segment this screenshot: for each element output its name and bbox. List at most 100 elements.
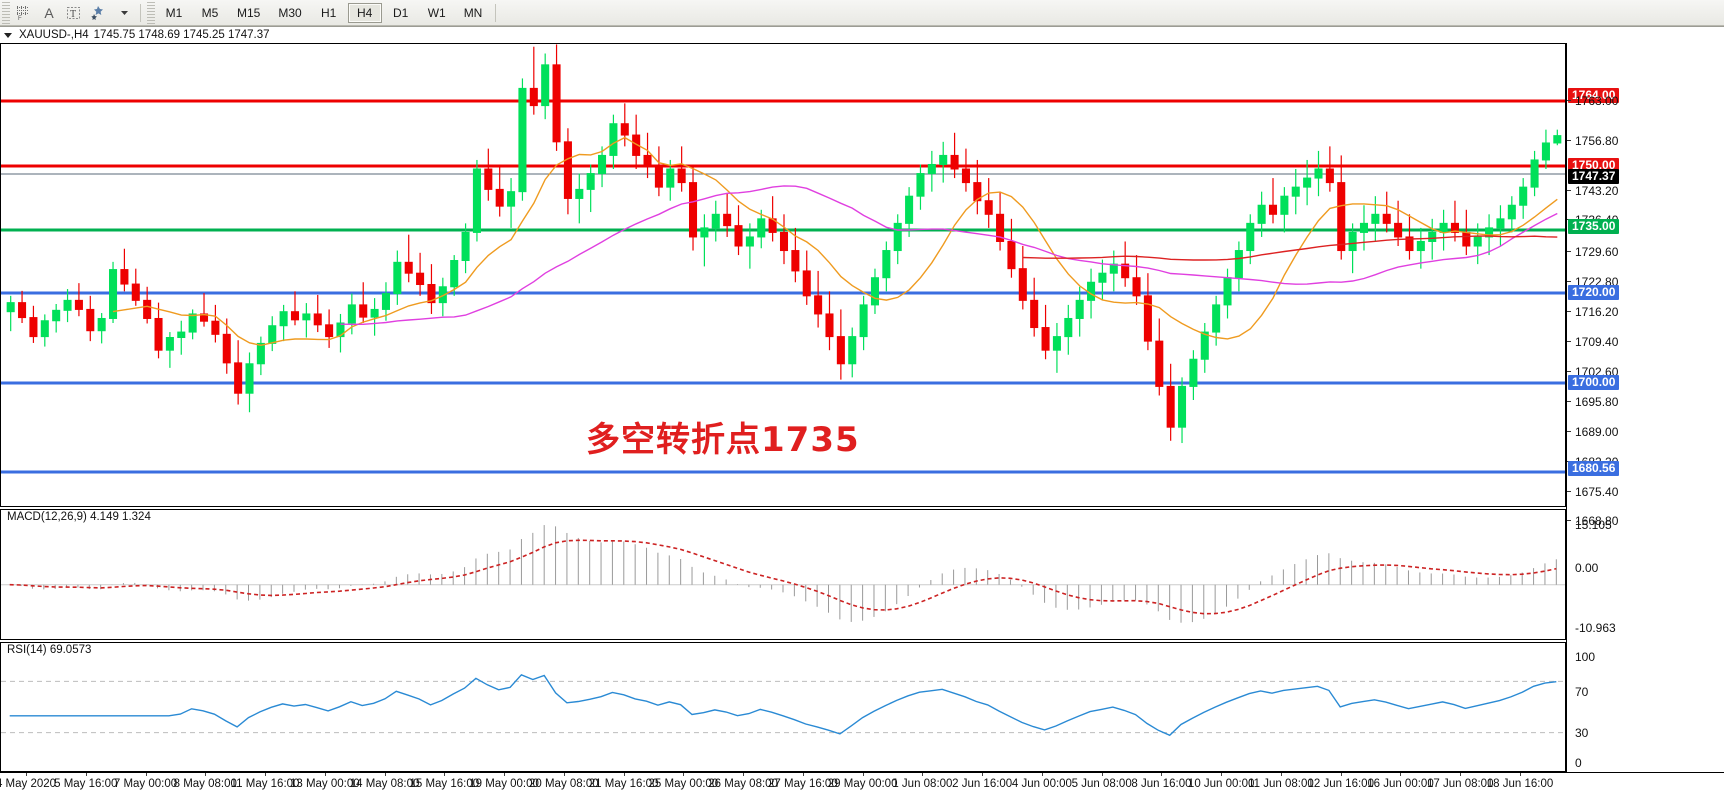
candle-body	[1143, 295, 1152, 342]
candle-body	[825, 313, 834, 338]
objects-icon[interactable]	[86, 2, 112, 24]
time-tick-mark	[1340, 773, 1342, 776]
rsi-pane[interactable]: RSI(14) 69.0573	[0, 642, 1566, 772]
candle-body	[620, 123, 629, 136]
candle-body	[927, 163, 936, 175]
candle-body	[1087, 281, 1096, 301]
price-label-1720-00[interactable]: 1720.00	[1568, 285, 1620, 300]
timeframe-button-h1[interactable]: H1	[312, 3, 346, 23]
time-axis-label: 7 May 00:00	[113, 778, 178, 790]
tick-dash-icon	[1567, 190, 1571, 192]
candle-body	[1553, 135, 1562, 144]
candle-body	[950, 154, 959, 170]
price-label-1764-00[interactable]: 1764.00	[1568, 88, 1620, 103]
price-tick-label: 1743.20	[1575, 183, 1619, 198]
time-axis-label: 16 Jun 00:00	[1367, 778, 1434, 790]
time-axis-label: 19 May 00:00	[469, 778, 539, 790]
svg-text:T: T	[70, 9, 76, 20]
price-tick-label: 1689.00	[1575, 424, 1619, 439]
candle-body	[1075, 299, 1084, 319]
time-tick-mark	[504, 773, 506, 776]
rsi-plot[interactable]	[1, 643, 1565, 771]
candle-body	[131, 283, 140, 301]
price-tick-label: 1675.40	[1575, 484, 1619, 499]
tick-dash-icon	[1567, 431, 1571, 433]
candle-body	[211, 320, 220, 335]
rsi-line	[9, 673, 1557, 737]
price-tick: 1722.80	[1567, 275, 1618, 288]
tick-dash-icon	[1567, 311, 1571, 313]
timeframe-button-mn[interactable]: MN	[456, 3, 491, 23]
timeframe-button-w1[interactable]: W1	[420, 3, 454, 23]
time-axis-label: 13 May 00:00	[289, 778, 360, 790]
timeframe-toolbar-grip[interactable]	[147, 1, 155, 24]
toolbar-grip[interactable]	[2, 1, 10, 24]
candle-body	[791, 250, 800, 272]
crosshair-grid-icon[interactable]: F	[11, 2, 37, 24]
timeframe-label: H1	[321, 5, 337, 20]
candle-body	[1416, 240, 1425, 252]
macd-plot[interactable]	[1, 510, 1565, 639]
price-label-1735-00[interactable]: 1735.00	[1568, 219, 1620, 234]
price-tick-label: 1763.00	[1575, 93, 1619, 108]
macd-tick-label: 0.00	[1575, 561, 1599, 575]
price-pane[interactable]: 多空转折点1735	[0, 43, 1566, 507]
candle-body	[836, 336, 845, 365]
time-axis-label: 5 Jun 08:00	[1071, 778, 1132, 790]
time-axis-label: 2 Jun 16:00	[952, 778, 1013, 790]
time-axis[interactable]: 4 May 2020 5 May 16:00 7 May 00:00 8 May 08…	[0, 772, 1724, 793]
text-box-icon[interactable]: T	[61, 2, 86, 24]
candle-body	[1496, 218, 1505, 229]
dropdown-arrow-icon[interactable]	[112, 2, 136, 24]
candle-body	[1052, 336, 1061, 351]
timeframe-button-m5[interactable]: M5	[193, 3, 227, 23]
candle-body	[1519, 186, 1528, 206]
time-tick-mark	[1221, 773, 1223, 776]
time-axis-label: 11 Jun 08:00	[1248, 778, 1314, 790]
candle-body	[700, 227, 709, 238]
candle-body	[393, 261, 402, 295]
candle-body	[120, 269, 129, 285]
candle-body	[1530, 159, 1539, 188]
macd-pane[interactable]: MACD(12,26,9) 4.149 1.324	[0, 509, 1566, 640]
timeframe-button-m30[interactable]: M30	[270, 3, 309, 23]
candle-body	[1246, 222, 1255, 252]
timeframe-button-m15[interactable]: M15	[229, 3, 268, 23]
candle-body	[609, 123, 618, 156]
timeframe-button-d1[interactable]: D1	[384, 3, 418, 23]
candle-body	[6, 302, 15, 313]
time-tick-mark	[265, 773, 267, 776]
price-scale[interactable]: 1764.00 1763.00 1756.80 1750.00 1747.37 1743.…	[1566, 43, 1724, 772]
price-tick: 1668.80	[1567, 514, 1618, 527]
price-label-1747-37[interactable]: 1747.37	[1568, 169, 1620, 184]
time-tick-mark	[683, 773, 685, 776]
candle-body	[1359, 222, 1369, 233]
candle-body	[1098, 272, 1107, 283]
time-axis-label: 27 May 16:00	[768, 778, 838, 790]
tick-dash-icon	[1567, 520, 1571, 522]
candle-body	[154, 317, 163, 351]
candle-body	[1234, 250, 1243, 279]
time-axis-label: 18 Jun 16:00	[1486, 778, 1554, 790]
candle-body	[1121, 263, 1130, 279]
candle-body	[86, 308, 95, 332]
time-tick-mark	[1520, 773, 1521, 776]
price-label-1680-56[interactable]: 1680.56	[1568, 461, 1620, 476]
macd-tick-label: -10.963	[1575, 621, 1616, 635]
candle-body	[1132, 277, 1141, 297]
time-axis-label: 1 Jun 08:00	[892, 778, 953, 790]
candle-body	[507, 191, 516, 207]
toolbar-divider	[140, 3, 141, 22]
time-axis-label: 12 Jun 16:00	[1307, 778, 1374, 790]
price-label-1700-00[interactable]: 1700.00	[1568, 375, 1620, 390]
candle-body	[370, 308, 379, 318]
candle-body	[245, 363, 254, 394]
timeframe-button-m1[interactable]: M1	[157, 3, 191, 23]
text-label-icon[interactable]: A	[44, 4, 54, 21]
price-plot[interactable]	[1, 44, 1565, 506]
candle-body	[74, 299, 83, 310]
price-tick-label: 1668.80	[1575, 513, 1619, 528]
timeframe-button-h4[interactable]: H4	[347, 2, 382, 23]
chart-menu-caret-icon[interactable]	[4, 32, 12, 38]
candle-body	[450, 260, 459, 288]
